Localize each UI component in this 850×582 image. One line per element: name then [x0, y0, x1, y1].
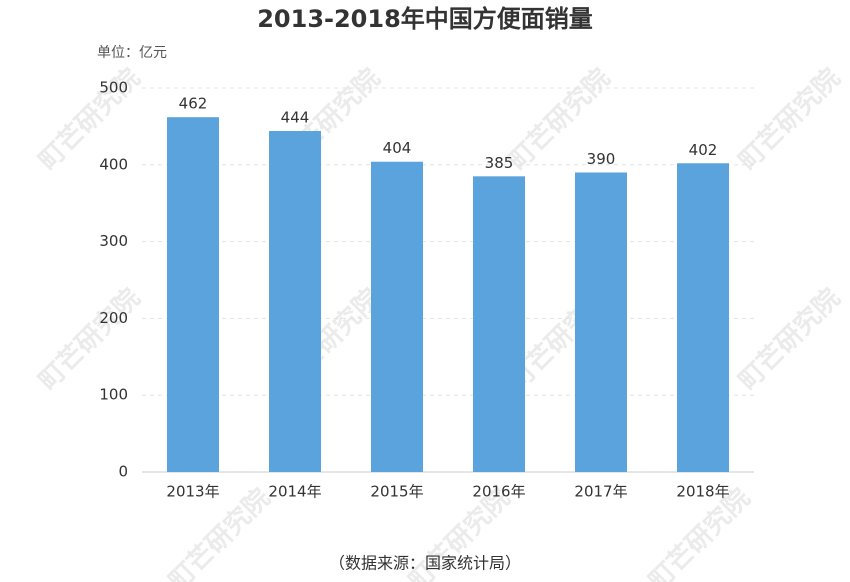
value-label: 385 — [485, 154, 514, 172]
y-tick-label: 100 — [99, 386, 128, 404]
y-tick-label: 500 — [99, 79, 128, 97]
x-tick-label: 2014年 — [268, 483, 321, 501]
watermark: 町芒研究院 — [732, 282, 846, 396]
y-tick-label: 200 — [99, 309, 128, 327]
watermark: 町芒研究院 — [32, 282, 146, 396]
x-tick-label: 2017年 — [574, 483, 627, 501]
unit-label: 单位：亿元 — [97, 45, 167, 61]
x-tick-label: 2015年 — [370, 483, 423, 501]
y-tick-label: 400 — [99, 155, 128, 173]
bar — [371, 161, 423, 472]
bar — [473, 176, 525, 472]
x-tick-label: 2018年 — [676, 483, 729, 501]
chart-title: 2013-2018年中国方便面销量 — [257, 5, 593, 33]
x-tick-label: 2016年 — [472, 483, 525, 501]
value-label: 402 — [689, 141, 718, 159]
value-label: 444 — [281, 109, 310, 127]
value-label: 462 — [179, 95, 208, 113]
y-tick-label: 0 — [118, 463, 128, 481]
y-tick-label: 300 — [99, 232, 128, 250]
value-label: 404 — [383, 139, 412, 157]
bar — [269, 131, 321, 472]
bar — [575, 172, 627, 473]
bar — [677, 163, 729, 472]
watermark: 町芒研究院 — [732, 62, 846, 176]
source-note: （数据来源：国家统计局） — [329, 554, 521, 573]
bar — [167, 117, 219, 473]
x-tick-label: 2013年 — [166, 483, 219, 501]
watermark: 町芒研究院 — [32, 62, 146, 176]
value-label: 390 — [587, 150, 616, 168]
